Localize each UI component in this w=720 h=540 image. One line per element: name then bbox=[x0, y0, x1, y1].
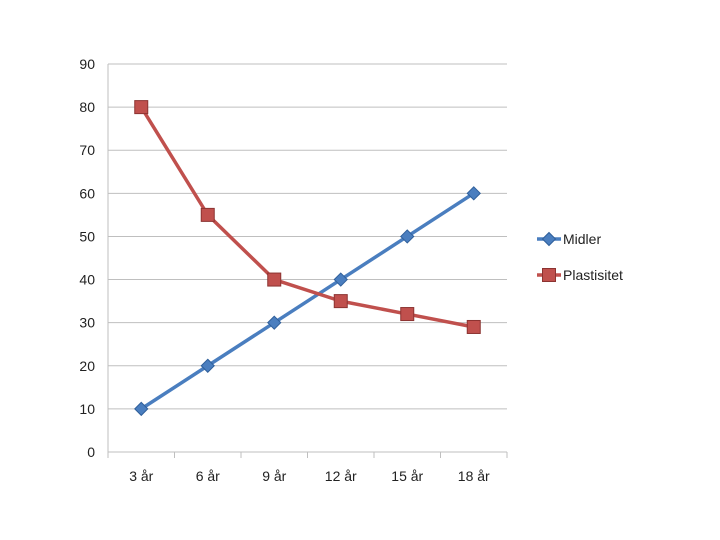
data-point-diamond bbox=[200, 358, 215, 373]
legend: Midler Plastisitet bbox=[537, 231, 623, 283]
legend-item: Midler bbox=[537, 231, 601, 247]
x-tick-label: 9 år bbox=[262, 468, 286, 484]
axes: 0 10 20 30 40 50 60 70 80 90 3 år 6 år 9 år 12 år 15 å… bbox=[79, 56, 508, 484]
data-point-diamond bbox=[134, 401, 149, 417]
y-tick-label: 10 bbox=[79, 401, 95, 417]
x-tick-label: 6 år bbox=[196, 468, 220, 484]
series-layer bbox=[134, 100, 481, 417]
data-point-diamond bbox=[333, 272, 348, 287]
data-point-square bbox=[400, 307, 415, 322]
y-tick-label: 60 bbox=[79, 185, 95, 201]
data-point-square bbox=[200, 207, 215, 222]
x-tick-label: 3 år bbox=[129, 468, 153, 484]
x-tick-label: 12 år bbox=[325, 468, 357, 484]
y-tick-label: 80 bbox=[79, 99, 95, 115]
x-tick-label: 18 år bbox=[458, 468, 490, 484]
series-line bbox=[140, 191, 475, 411]
data-point-diamond bbox=[267, 315, 282, 330]
legend-marker-square bbox=[542, 268, 556, 282]
grid-lines bbox=[108, 63, 507, 410]
y-tick-label: 0 bbox=[87, 444, 95, 460]
y-tick-label: 40 bbox=[79, 272, 95, 288]
y-tick-label: 20 bbox=[79, 358, 95, 374]
data-point-square bbox=[134, 100, 149, 115]
data-point-square bbox=[333, 294, 348, 309]
legend-item: Plastisitet bbox=[537, 267, 623, 283]
data-point-square bbox=[466, 319, 481, 334]
legend-marker-diamond bbox=[541, 231, 557, 247]
legend-label: Midler bbox=[563, 231, 601, 247]
series-plastisitet bbox=[134, 100, 481, 334]
data-point-square bbox=[267, 272, 282, 287]
legend-label: Plastisitet bbox=[563, 267, 623, 283]
series-midler bbox=[134, 186, 481, 417]
series-line bbox=[139, 106, 475, 329]
y-tick-label: 50 bbox=[79, 228, 95, 244]
data-point-diamond bbox=[466, 186, 481, 201]
data-point-diamond bbox=[400, 229, 415, 244]
y-tick-label: 90 bbox=[79, 56, 95, 72]
x-tick-label: 15 år bbox=[391, 468, 423, 484]
y-tick-label: 70 bbox=[79, 142, 95, 158]
y-tick-label: 30 bbox=[79, 315, 95, 331]
